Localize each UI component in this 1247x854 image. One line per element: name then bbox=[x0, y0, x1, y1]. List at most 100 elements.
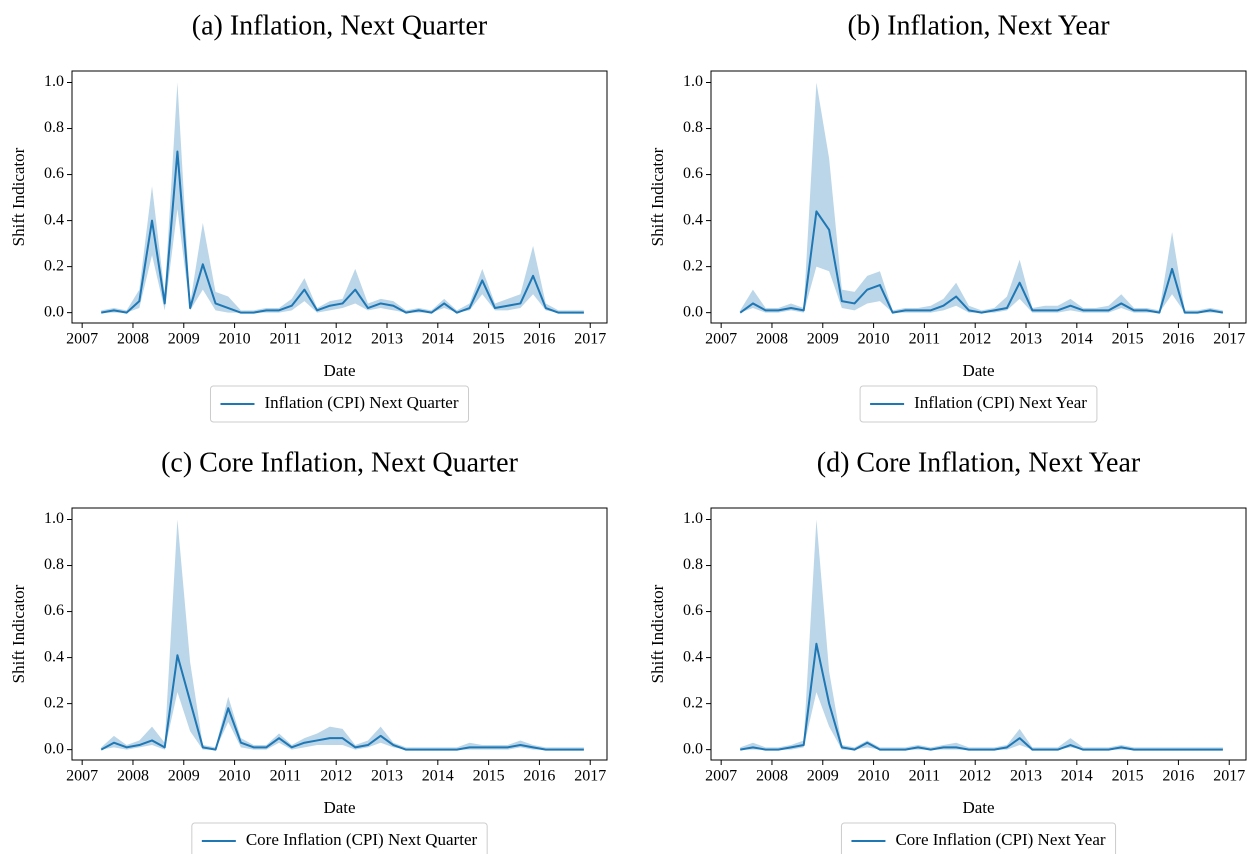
x-tick-label: 2010 bbox=[219, 768, 251, 785]
axes-frame bbox=[710, 507, 1247, 761]
x-tick-label: 2010 bbox=[858, 768, 890, 785]
x-tick-label: 2011 bbox=[909, 768, 940, 785]
x-tick-label: 2010 bbox=[219, 331, 251, 348]
y-axis-label: Shift Indicator bbox=[9, 584, 28, 683]
x-tick-label: 2009 bbox=[807, 768, 839, 785]
subplot-title: (c) Core Inflation, Next Quarter bbox=[161, 447, 519, 478]
confidence-band bbox=[740, 519, 1223, 750]
x-tick-label: 2015 bbox=[1112, 331, 1144, 348]
subplot: (c) Core Inflation, Next Quarter 0.0 0.2 0.… bbox=[9, 447, 608, 854]
x-axis-label: Date bbox=[323, 361, 355, 380]
subplot-title: (d) Core Inflation, Next Year bbox=[817, 447, 1141, 478]
x-tick-label: 2008 bbox=[756, 331, 788, 348]
x-tick-label: 2014 bbox=[1061, 331, 1093, 348]
x-tick-label: 2009 bbox=[168, 768, 200, 785]
y-tick-label: 0.0 bbox=[683, 303, 703, 320]
x-tick-label: 2014 bbox=[1061, 768, 1093, 785]
y-tick-label: 0.0 bbox=[44, 303, 64, 320]
x-tick-label: 2007 bbox=[66, 768, 98, 785]
x-axis-label: Date bbox=[962, 361, 994, 380]
y-tick-label: 0.4 bbox=[683, 648, 703, 665]
series-line bbox=[101, 150, 584, 314]
confidence-band bbox=[101, 82, 584, 313]
x-tick-label: 2015 bbox=[473, 331, 505, 348]
y-tick-label: 0.2 bbox=[683, 257, 703, 274]
x-tick-label: 2008 bbox=[756, 768, 788, 785]
x-tick-label: 2012 bbox=[320, 331, 352, 348]
x-tick-label: 2013 bbox=[371, 331, 403, 348]
y-tick-label: 0.0 bbox=[44, 740, 64, 757]
subplot: (b) Inflation, Next Year 0.0 0.2 0.4 0.6 0.8 1… bbox=[648, 10, 1247, 423]
x-tick-label: 2009 bbox=[168, 331, 200, 348]
x-tick-label: 2007 bbox=[66, 331, 98, 348]
y-tick-label: 0.0 bbox=[683, 740, 703, 757]
x-tick-label: 2017 bbox=[574, 331, 606, 348]
y-tick-label: 0.2 bbox=[44, 694, 64, 711]
x-tick-label: 2013 bbox=[1010, 331, 1042, 348]
subplot: (d) Core Inflation, Next Year 0.0 0.2 0.4 0.… bbox=[648, 447, 1247, 854]
x-axis-label: Date bbox=[323, 798, 355, 817]
series-line bbox=[740, 642, 1223, 751]
legend: Core Inflation (CPI) Next Quarter bbox=[191, 822, 488, 854]
legend-box bbox=[191, 822, 488, 854]
x-tick-label: 2011 bbox=[270, 331, 301, 348]
x-tick-label: 2012 bbox=[320, 768, 352, 785]
axes-frame bbox=[710, 70, 1247, 324]
y-tick-label: 0.6 bbox=[683, 165, 703, 182]
x-tick-label: 2012 bbox=[959, 768, 991, 785]
confidence-band bbox=[101, 519, 584, 750]
y-tick-label: 1.0 bbox=[683, 73, 703, 90]
y-tick-label: 0.4 bbox=[44, 648, 64, 665]
y-tick-label: 0.8 bbox=[44, 556, 64, 573]
x-tick-label: 2016 bbox=[523, 768, 555, 785]
legend-label: Core Inflation (CPI) Next Year bbox=[895, 830, 1105, 849]
legend-box bbox=[840, 822, 1117, 854]
x-tick-label: 2007 bbox=[705, 331, 737, 348]
x-tick-label: 2008 bbox=[117, 768, 149, 785]
confidence-band bbox=[740, 82, 1223, 313]
y-tick-label: 0.2 bbox=[683, 694, 703, 711]
x-tick-label: 2012 bbox=[959, 331, 991, 348]
x-tick-label: 2011 bbox=[909, 331, 940, 348]
subplot-title: (b) Inflation, Next Year bbox=[847, 10, 1110, 41]
x-tick-label: 2016 bbox=[1162, 768, 1194, 785]
y-tick-label: 0.2 bbox=[44, 257, 64, 274]
x-tick-label: 2016 bbox=[1162, 331, 1194, 348]
axes-frame bbox=[71, 70, 608, 324]
legend-label: Inflation (CPI) Next Quarter bbox=[264, 393, 458, 412]
x-tick-label: 2008 bbox=[117, 331, 149, 348]
x-tick-label: 2014 bbox=[422, 331, 454, 348]
legend: Inflation (CPI) Next Quarter bbox=[209, 385, 470, 423]
y-tick-label: 1.0 bbox=[683, 510, 703, 527]
x-tick-label: 2011 bbox=[270, 768, 301, 785]
x-tick-label: 2014 bbox=[422, 768, 454, 785]
y-tick-label: 0.6 bbox=[44, 602, 64, 619]
y-tick-label: 0.8 bbox=[683, 119, 703, 136]
legend-label: Core Inflation (CPI) Next Quarter bbox=[246, 830, 478, 849]
y-tick-label: 0.6 bbox=[683, 602, 703, 619]
x-tick-label: 2009 bbox=[807, 331, 839, 348]
x-tick-label: 2013 bbox=[371, 768, 403, 785]
y-tick-label: 1.0 bbox=[44, 510, 64, 527]
y-tick-label: 1.0 bbox=[44, 73, 64, 90]
x-tick-label: 2007 bbox=[705, 768, 737, 785]
legend-box bbox=[859, 385, 1098, 423]
legend: Core Inflation (CPI) Next Year bbox=[840, 822, 1117, 854]
x-tick-label: 2015 bbox=[1112, 768, 1144, 785]
legend-box bbox=[209, 385, 470, 423]
x-tick-label: 2010 bbox=[858, 331, 890, 348]
series-line bbox=[100, 654, 584, 751]
x-tick-label: 2016 bbox=[523, 331, 555, 348]
series-line bbox=[739, 210, 1224, 314]
y-tick-label: 0.6 bbox=[44, 165, 64, 182]
x-tick-label: 2017 bbox=[1213, 331, 1245, 348]
x-tick-label: 2013 bbox=[1010, 768, 1042, 785]
x-tick-label: 2017 bbox=[574, 768, 606, 785]
y-tick-label: 0.4 bbox=[44, 211, 64, 228]
x-axis-label: Date bbox=[962, 798, 994, 817]
subplot: (a) Inflation, Next Quarter 0.0 0.2 0.4 0.6 0… bbox=[9, 10, 608, 423]
legend: Inflation (CPI) Next Year bbox=[859, 385, 1098, 423]
y-tick-label: 0.8 bbox=[683, 556, 703, 573]
y-axis-label: Shift Indicator bbox=[648, 584, 667, 683]
